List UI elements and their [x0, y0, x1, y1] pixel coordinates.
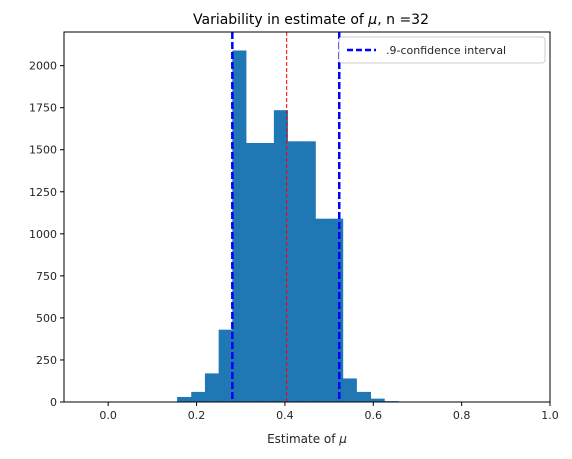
histogram-bar [232, 50, 247, 402]
legend: .9-confidence interval [338, 36, 546, 64]
histogram-bar [246, 143, 261, 402]
x-axis-title: Estimate of μ [267, 432, 347, 446]
histogram-bar [260, 143, 275, 402]
histogram-bar [315, 218, 330, 402]
x-tick-label: 0.2 [188, 409, 206, 422]
y-tick-label: 1250 [29, 186, 57, 199]
x-tick-label: 0.6 [365, 409, 383, 422]
histogram-bar [370, 398, 385, 402]
plot-frame [63, 31, 551, 403]
histogram-bar [329, 218, 344, 402]
y-tick-label: 2000 [29, 60, 57, 73]
y-tick-label: 250 [36, 354, 57, 367]
y-tick-label: 1750 [29, 102, 57, 115]
chart-title: Variability in estimate of μ, n =32 [193, 12, 429, 28]
y-axis-ticks: 0 250 500 750 1000 1250 1500 1750 2000 [29, 60, 64, 409]
histogram-bar [342, 378, 357, 402]
histogram-bar [301, 141, 316, 402]
legend-label-confidence-interval: .9-confidence interval [386, 44, 506, 57]
x-tick-label: 0.8 [453, 409, 471, 422]
y-tick-label: 1500 [29, 144, 57, 157]
x-axis-ticks: 0.0 0.2 0.4 0.6 0.8 1.0 [99, 402, 559, 422]
histogram-bars [163, 50, 413, 403]
x-tick-label: 0.0 [99, 409, 117, 422]
reference-lines [231, 32, 341, 402]
y-tick-label: 0 [50, 396, 57, 409]
histogram-bar [356, 391, 372, 402]
histogram-bar [273, 110, 288, 403]
histogram-bar [218, 329, 233, 402]
y-tick-label: 500 [36, 312, 57, 325]
x-tick-label: 1.0 [541, 409, 559, 422]
x-tick-label: 0.4 [276, 409, 294, 422]
histogram-bar [191, 391, 206, 402]
histogram-bar [177, 396, 192, 402]
histogram-bar [287, 141, 303, 402]
y-tick-label: 1000 [29, 228, 57, 241]
histogram-bar [204, 373, 220, 402]
legend-box [338, 36, 546, 64]
y-tick-label: 750 [36, 270, 57, 283]
